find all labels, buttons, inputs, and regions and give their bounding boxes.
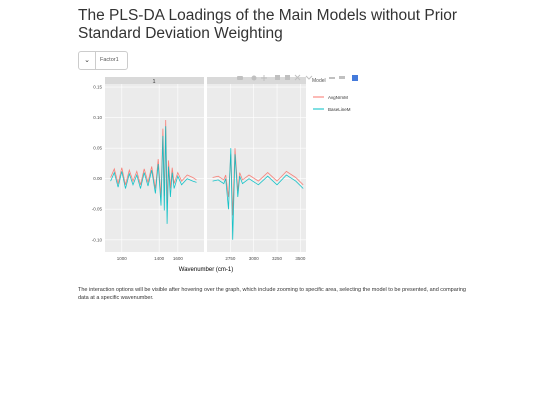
facet-label: 1	[152, 79, 155, 85]
x-tick-label: 3500	[295, 256, 306, 261]
x-tick-label: 1600	[173, 256, 184, 261]
zoom-out-icon[interactable]	[285, 75, 290, 80]
chevron-down-icon[interactable]: ⌄	[79, 52, 96, 69]
series-lines	[110, 119, 304, 240]
factor-select[interactable]: ⌄ Factor1	[78, 51, 128, 70]
y-axis-ticks: 0.15 0.10 0.05 0.00 -0.05 -0.10	[92, 85, 103, 243]
legend-item-baselinem[interactable]: BaseLineM	[328, 107, 351, 112]
series-line-baselinem	[212, 148, 304, 240]
camera-icon[interactable]	[237, 76, 243, 80]
legend-title: Model	[312, 78, 326, 84]
pan-icon[interactable]	[261, 75, 267, 81]
zoom-in-icon[interactable]	[275, 75, 280, 80]
autoscale-icon[interactable]	[294, 74, 301, 81]
spike-lines-icon[interactable]	[329, 77, 335, 79]
facet-strip-right	[207, 77, 306, 84]
facet-strip	[105, 77, 204, 84]
loadings-plot[interactable]: 1 0.15 0.10 0.05 0.00 -0.05 -0.10 1000 1400 160…	[78, 74, 368, 279]
series-line-avgnrmm	[212, 148, 304, 216]
x-tick-label: 3000	[249, 256, 260, 261]
modebar[interactable]	[237, 74, 358, 81]
plotly-logo-icon[interactable]	[352, 75, 358, 81]
series-line-baselinem	[110, 126, 197, 224]
y-tick-label: 0.15	[93, 85, 102, 90]
y-tick-label: 0.10	[93, 115, 102, 120]
x-tick-label: 2750	[225, 256, 236, 261]
hover-closest-icon[interactable]	[339, 76, 345, 79]
series-line-avgnrmm	[110, 119, 197, 204]
y-tick-label: -0.05	[92, 207, 103, 212]
interaction-note: The interaction options will be visible …	[78, 287, 466, 301]
y-tick-label: -0.10	[92, 237, 103, 242]
zoom-icon[interactable]	[251, 75, 257, 81]
legend-item-avgnrmm[interactable]: AvgNrmM	[328, 95, 348, 100]
x-axis-ticks: 1000 1400 1600 2750 3000 3250 3500	[117, 256, 306, 261]
page-title: The PLS-DA Loadings of the Main Models w…	[78, 7, 458, 42]
x-tick-label: 3250	[272, 256, 283, 261]
x-tick-label: 1400	[154, 256, 165, 261]
reset-axes-icon[interactable]	[305, 75, 313, 80]
y-tick-label: 0.05	[93, 146, 102, 151]
x-axis-label: Wavenumber (cm-1)	[179, 267, 233, 273]
factor-select-value: Factor1	[100, 57, 119, 63]
x-tick-label: 1000	[117, 256, 128, 261]
y-tick-label: 0.00	[93, 176, 102, 181]
panel-left-background	[105, 84, 204, 252]
panel-right-background	[207, 84, 306, 252]
